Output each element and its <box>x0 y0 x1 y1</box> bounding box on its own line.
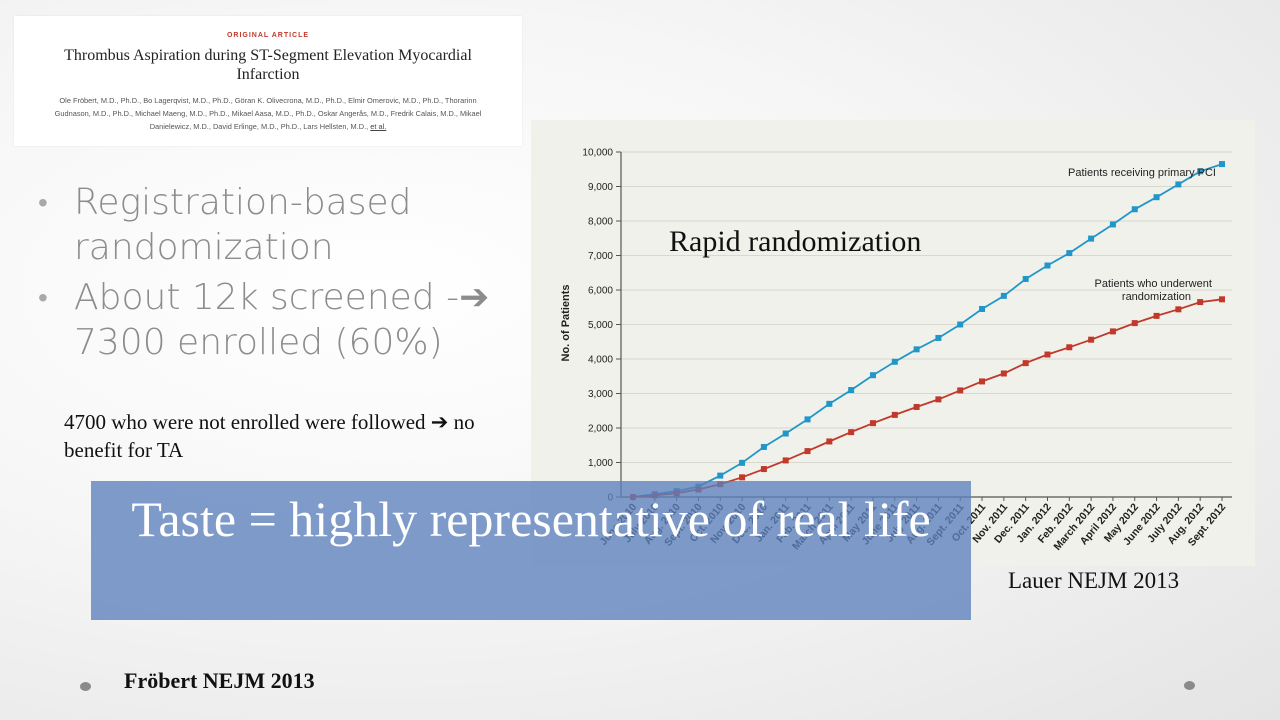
data-point-randomized <box>782 457 789 464</box>
data-point-pci <box>935 334 942 341</box>
data-point-pci <box>957 321 964 328</box>
data-point-randomized <box>739 474 746 481</box>
data-point-randomized <box>935 396 942 403</box>
data-point-randomized <box>979 378 986 385</box>
data-point-pci <box>1175 181 1182 188</box>
series-line-pci <box>632 163 1223 498</box>
data-point-randomized <box>848 429 855 436</box>
series-line-randomized <box>632 298 1223 498</box>
authors-line-2: Gudnason, M.D., Ph.D., Michael Maeng, M.… <box>54 109 482 118</box>
data-point-pci <box>1109 221 1116 228</box>
y-tick-label: 8,000 <box>588 217 613 228</box>
data-point-pci <box>1088 235 1095 242</box>
y-tick-label: 7,000 <box>588 251 613 262</box>
data-point-pci <box>1066 250 1073 257</box>
authors-line-3: Danielewicz, M.D., David Erlinge, M.D., … <box>149 122 371 131</box>
data-point-randomized <box>826 438 833 445</box>
series-label-randomized-line2: randomization <box>1122 291 1191 303</box>
data-point-pci <box>891 358 898 365</box>
data-point-pci <box>1131 206 1138 213</box>
article-title: Thrombus Aspiration during ST-Segment El… <box>64 47 472 83</box>
data-point-randomized <box>1022 360 1029 367</box>
banner-text: Taste = highly representative of real li… <box>131 491 931 547</box>
data-point-pci <box>717 472 724 479</box>
data-point-randomized <box>804 448 811 455</box>
followup-note: 4700 who were not enrolled were followed… <box>64 410 475 462</box>
data-point-pci <box>782 430 789 437</box>
takeaway-banner: Taste = highly representative of real li… <box>91 481 971 620</box>
y-tick-label: 9,000 <box>588 182 613 193</box>
series-label-randomized-line1: Patients who underwent <box>1095 278 1212 290</box>
data-point-randomized <box>1219 296 1225 303</box>
data-point-randomized <box>1109 328 1116 335</box>
bullet-item: • Registration-based randomization <box>38 180 538 270</box>
data-point-randomized <box>1088 336 1095 343</box>
data-point-pci <box>804 416 811 423</box>
data-point-randomized <box>913 403 920 410</box>
bullet-text: About 12k screened -➔ 7300 enrolled (60%… <box>74 277 490 363</box>
data-point-pci <box>979 305 986 312</box>
bullet-text: Registration-based randomization <box>74 182 412 268</box>
data-point-randomized <box>891 411 898 418</box>
data-point-randomized <box>760 466 767 473</box>
y-tick-label: 6,000 <box>588 286 613 297</box>
data-point-pci <box>1044 262 1051 269</box>
bullet-dot-icon: • <box>38 281 48 314</box>
data-point-randomized <box>869 420 876 427</box>
y-tick-label: 10,000 <box>582 148 613 159</box>
bullet-list: • Registration-based randomization • Abo… <box>38 180 538 370</box>
data-point-pci <box>826 400 833 407</box>
authors-line-1: Ole Fröbert, M.D., Ph.D., Bo Lagerqvist,… <box>59 96 477 105</box>
reference-lauer: Lauer NEJM 2013 <box>1008 568 1180 593</box>
et-al-link[interactable]: et al. <box>370 122 387 131</box>
series-label-pci: Patients receiving primary PCI <box>1068 167 1216 179</box>
chart-overlay-title: Rapid randomization <box>669 225 922 258</box>
series-label-randomized: Patients who underwent randomization <box>1095 278 1215 303</box>
y-tick-label: 1,000 <box>588 458 613 469</box>
reference-frobert: Fröbert NEJM 2013 <box>124 668 315 693</box>
y-tick-label: 3,000 <box>588 389 613 400</box>
bullet-item: • About 12k screened -➔ 7300 enrolled (6… <box>38 275 538 365</box>
data-point-pci <box>848 387 855 394</box>
data-point-randomized <box>957 387 964 394</box>
data-point-randomized <box>1153 312 1160 319</box>
data-point-randomized <box>1197 299 1204 306</box>
y-tick-label: 2,000 <box>588 424 613 435</box>
data-point-pci <box>739 459 746 466</box>
y-tick-label: 5,000 <box>588 320 613 331</box>
slide-nav-dot-left[interactable] <box>80 682 91 691</box>
data-point-randomized <box>1000 370 1007 377</box>
slide-nav-dot-right[interactable] <box>1184 681 1195 690</box>
y-axis-label: No. of Patients <box>560 284 572 361</box>
data-point-pci <box>1219 161 1225 168</box>
data-point-pci <box>913 346 920 353</box>
data-point-pci <box>1000 292 1007 299</box>
data-point-pci <box>760 443 767 450</box>
article-header: ORIGINAL ARTICLE Thrombus Aspiration dur… <box>14 16 522 146</box>
data-point-randomized <box>1131 320 1138 327</box>
data-point-pci <box>869 372 876 379</box>
data-point-pci <box>1197 168 1204 175</box>
data-point-randomized <box>1044 351 1051 358</box>
bullet-dot-icon: • <box>38 186 48 219</box>
article-kicker: ORIGINAL ARTICLE <box>226 32 310 39</box>
data-point-pci <box>1022 275 1029 282</box>
article-authors: Ole Fröbert, M.D., Ph.D., Bo Lagerqvist,… <box>24 94 512 133</box>
y-tick-label: 4,000 <box>588 355 613 366</box>
data-point-pci <box>1153 194 1160 201</box>
data-point-randomized <box>1175 306 1182 313</box>
data-point-randomized <box>1066 344 1073 351</box>
